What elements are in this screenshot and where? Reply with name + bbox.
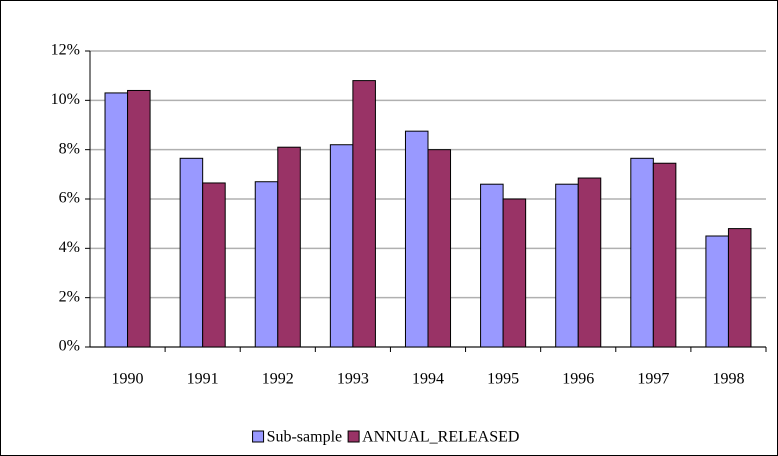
bar [427,149,452,348]
legend-swatch [252,430,265,443]
bar [202,182,226,348]
bar [705,235,729,348]
bar [652,162,677,348]
x-tick-label: 1997 [637,371,669,388]
bar [254,181,279,348]
legend-swatch [347,430,360,443]
y-tick-label: 0% [59,338,80,355]
bar [727,228,752,348]
y-tick-label: 6% [59,190,80,207]
legend-label: ANNUAL_RELEASED [362,429,519,446]
legend-label: Sub-sample [267,429,343,446]
x-tick-label: 1992 [262,371,294,388]
bar [127,89,151,348]
x-tick-label: 1990 [112,371,144,388]
bar [630,157,654,348]
x-tick-label: 1993 [337,371,369,388]
bar [179,157,204,348]
x-tick-label: 1991 [187,371,219,388]
bar [555,183,579,348]
bar [352,80,376,348]
bar [404,130,429,348]
bar [480,183,504,348]
bar [329,144,354,348]
x-tick-label: 1994 [412,371,444,388]
x-tick-label: 1996 [562,371,594,388]
y-tick-label: 12% [51,42,80,59]
y-tick-label: 10% [51,91,80,108]
y-tick-label: 8% [59,140,80,157]
bar [502,198,527,348]
bar [277,146,301,348]
bar [104,92,129,348]
y-tick-label: 4% [59,239,80,256]
x-tick-label: 1995 [487,371,519,388]
bar [577,177,602,348]
y-tick-label: 2% [59,288,80,305]
x-tick-label: 1998 [712,371,744,388]
